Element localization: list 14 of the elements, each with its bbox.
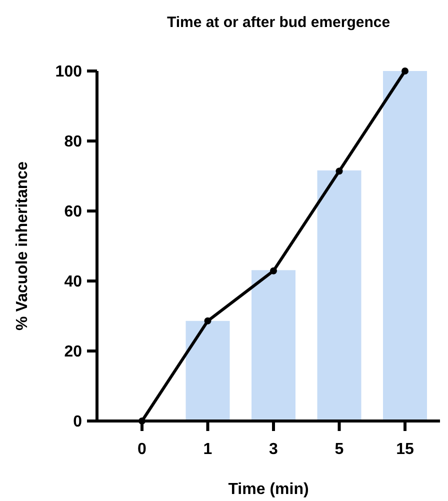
y-tick-label: 60: [64, 204, 82, 221]
x-tick-label: 5: [334, 441, 344, 458]
chart-title: Time at or after bud emergence: [166, 14, 390, 31]
x-tick-label: 1: [203, 441, 212, 458]
x-tick-label: 15: [396, 441, 414, 458]
x-tick-label: 3: [269, 441, 278, 458]
y-tick-label: 100: [55, 64, 82, 81]
y-tick-label: 40: [64, 274, 82, 291]
y-tick-label: 20: [64, 344, 82, 361]
y-axis-title: % Vacuole inheritance: [14, 161, 31, 330]
y-tick-label: 0: [73, 414, 82, 431]
y-tick-label: 80: [64, 134, 82, 151]
x-tick-label: 0: [138, 441, 147, 458]
x-axis-title: Time (min): [228, 481, 309, 498]
